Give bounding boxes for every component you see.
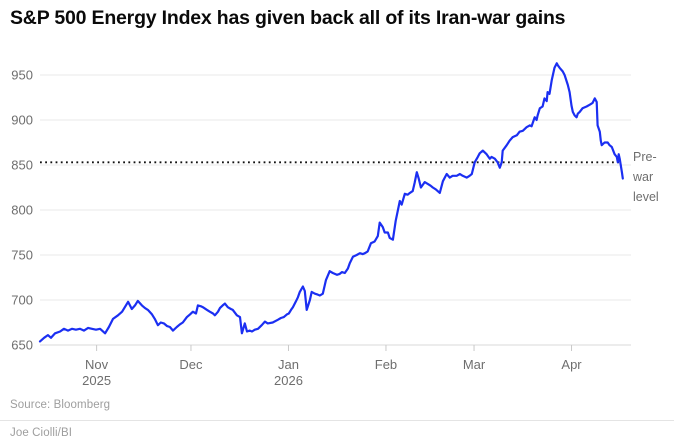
y-tick-label: 950: [11, 68, 33, 83]
x-tick-label: Nov: [85, 357, 109, 372]
y-tick-label: 900: [11, 113, 33, 128]
price-line: [38, 62, 624, 343]
source-credit: Source: Bloomberg: [10, 399, 111, 411]
pre-war-level-annotation: Pre-war level: [633, 150, 659, 204]
y-tick-label: 800: [11, 203, 33, 218]
x-tick-label: Jan: [278, 357, 299, 372]
chart-title: S&P 500 Energy Index has given back all …: [10, 7, 566, 29]
x-tick-label: Mar: [463, 357, 486, 372]
x-tick-year-label: 2025: [82, 373, 111, 388]
y-tick-label: 650: [11, 338, 33, 353]
x-tick-label: Dec: [179, 357, 203, 372]
x-tick-year-label: 2026: [274, 373, 303, 388]
x-tick-label: Apr: [561, 357, 582, 372]
y-tick-label: 750: [11, 248, 33, 263]
y-tick-label: 700: [11, 293, 33, 308]
author-byline: Joe Ciolli/BI: [10, 427, 73, 439]
y-tick-label: 850: [11, 158, 33, 173]
footer-divider: [0, 420, 674, 421]
x-tick-label: Feb: [375, 357, 397, 372]
